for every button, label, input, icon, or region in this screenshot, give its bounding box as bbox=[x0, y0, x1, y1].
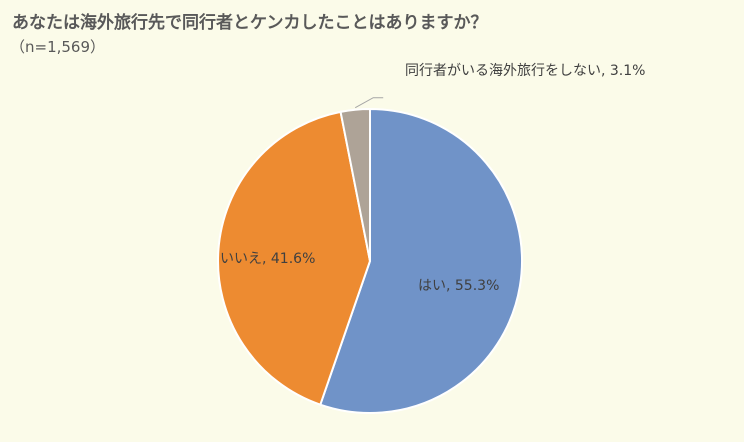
pie-labels: はい, 55.3% いいえ, 41.6% 同行者がいる海外旅行をしない, 3.1% bbox=[220, 63, 645, 294]
chart-subtitle: （n=1,569） bbox=[10, 38, 106, 56]
leader-line bbox=[354, 97, 384, 109]
slice-no-companion bbox=[339, 107, 371, 262]
slice-iie bbox=[217, 110, 372, 406]
pie-slices bbox=[217, 107, 523, 414]
label-hai: はい, 55.3% bbox=[418, 278, 499, 294]
label-no-companion: 同行者がいる海外旅行をしない, 3.1% bbox=[405, 63, 645, 79]
chart-title: あなたは海外旅行先で同行者とケンカしたことはありますか？ bbox=[12, 13, 488, 33]
label-iie: いいえ, 41.6% bbox=[220, 251, 315, 267]
